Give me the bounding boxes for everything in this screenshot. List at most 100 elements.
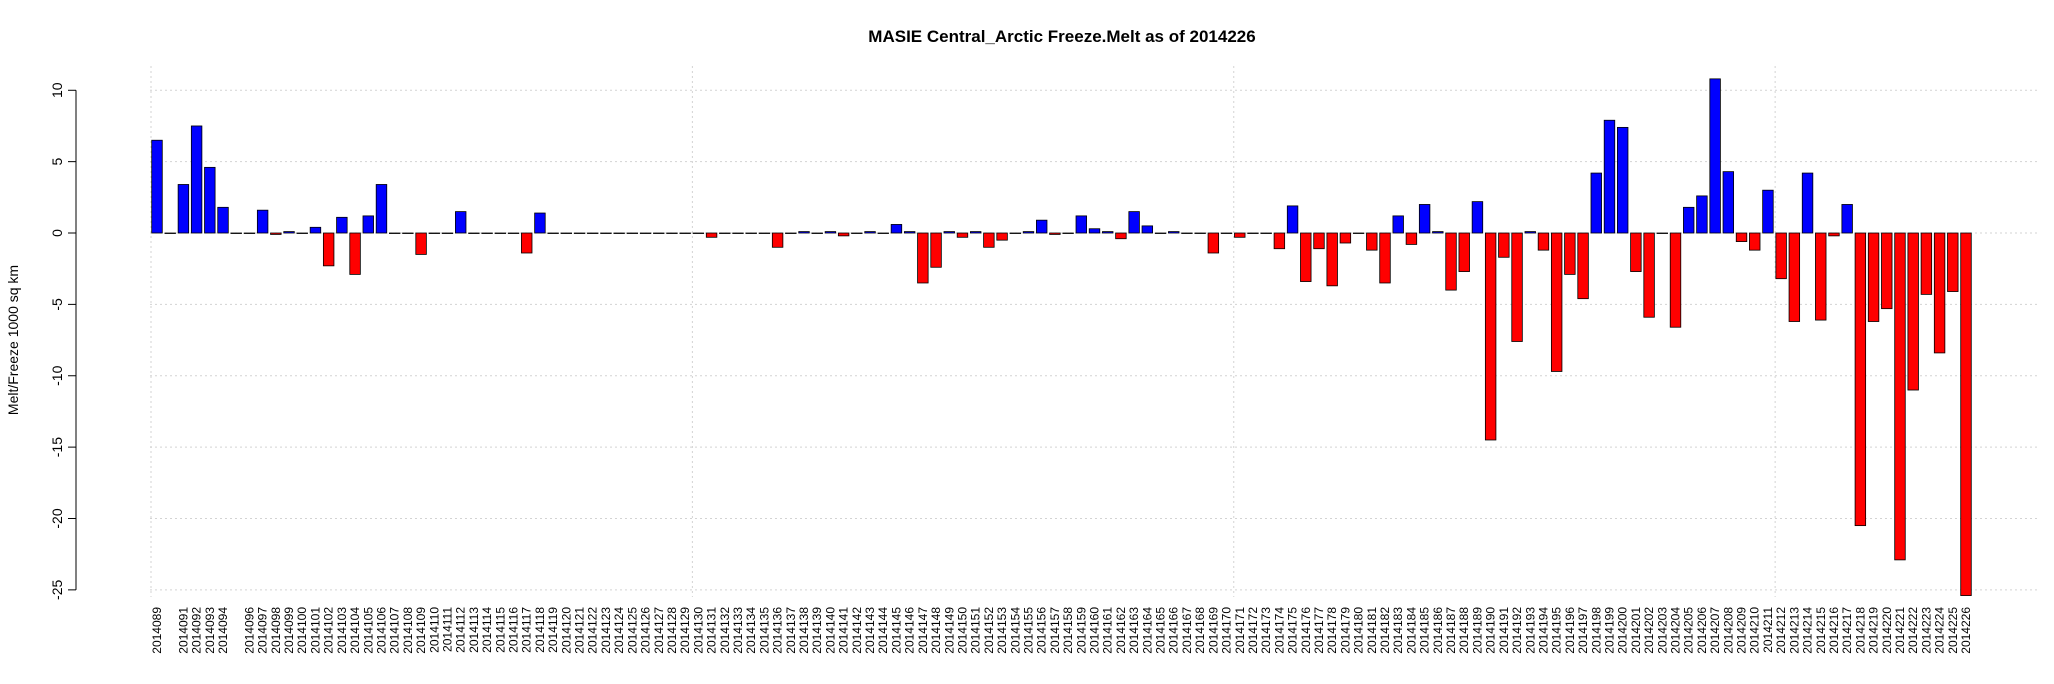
x-tick-label: 2014176	[1299, 607, 1313, 654]
x-tick-label: 2014103	[335, 607, 349, 654]
bar	[837, 232, 850, 237]
y-tick-label: 0	[49, 229, 65, 237]
x-tick-label: 2014148	[929, 607, 943, 654]
bar	[1735, 232, 1748, 242]
bar	[1471, 201, 1484, 234]
bar	[1603, 119, 1616, 234]
x-tick-label: 2014183	[1391, 607, 1405, 654]
bar	[1339, 232, 1352, 244]
bar	[1550, 232, 1563, 372]
x-tick-label: 2014197	[1576, 607, 1590, 654]
x-tick-label: 2014143	[863, 607, 877, 654]
y-tick-label: -5	[49, 298, 65, 311]
y-tick-label: -15	[49, 437, 65, 457]
bar	[1154, 232, 1167, 234]
x-tick-label: 2014104	[348, 607, 362, 654]
x-tick-label: 2014134	[744, 607, 758, 654]
bar	[1683, 206, 1695, 234]
x-tick-label: 2014181	[1365, 607, 1379, 654]
x-tick-label: 2014102	[322, 607, 336, 654]
x-tick-label: 2014099	[282, 607, 296, 654]
x-tick-label: 2014129	[678, 607, 692, 654]
bar	[1511, 232, 1523, 342]
bar	[1062, 232, 1074, 234]
x-tick-label: 2014122	[586, 607, 600, 654]
x-tick-label: 2014166	[1167, 607, 1181, 654]
x-tick-label: 2014124	[612, 607, 626, 654]
chart-title: MASIE Central_Arctic Freeze.Melt as of 2…	[868, 27, 1255, 46]
x-tick-label: 2014128	[665, 607, 679, 654]
bar	[1775, 232, 1787, 280]
x-tick-label: 2014192	[1510, 607, 1524, 654]
x-tick-label: 2014156	[1035, 607, 1049, 654]
y-tick-label: 5	[49, 158, 65, 166]
bar	[375, 184, 388, 234]
bar	[481, 232, 493, 234]
x-tick-label: 2014214	[1801, 607, 1815, 654]
bar	[362, 215, 374, 234]
bar	[494, 232, 506, 234]
bar	[1260, 232, 1272, 234]
x-tick-label: 2014188	[1457, 607, 1471, 654]
bar	[1102, 231, 1114, 234]
x-tick-label: 2014178	[1325, 607, 1339, 654]
bar	[1828, 232, 1840, 237]
x-tick-label: 2014164	[1140, 607, 1154, 654]
x-tick-label: 2014133	[731, 607, 745, 654]
bar	[1656, 232, 1668, 234]
bar	[1022, 231, 1035, 234]
bar	[639, 232, 652, 234]
x-tick-label: 2014107	[388, 607, 402, 654]
bar	[1590, 172, 1602, 234]
bar	[930, 232, 942, 268]
bar	[1405, 232, 1418, 245]
y-tick-label: -20	[49, 508, 65, 528]
bar	[1537, 232, 1550, 251]
bar	[336, 216, 348, 234]
bar	[1854, 232, 1867, 527]
x-tick-label: 2014173	[1259, 607, 1273, 654]
bar	[653, 232, 665, 234]
bar	[1247, 232, 1259, 234]
x-tick-label: 2014225	[1946, 607, 1960, 654]
bar	[1960, 232, 1972, 596]
x-tick-label: 2014151	[969, 607, 983, 654]
bar	[1630, 232, 1642, 272]
x-tick-label: 2014199	[1602, 607, 1616, 654]
bar	[1907, 232, 1919, 391]
x-tick-label: 2014092	[190, 607, 204, 654]
bar	[613, 232, 625, 234]
bar	[1709, 78, 1721, 234]
x-tick-label: 2014182	[1378, 607, 1392, 654]
x-tick-label: 2014142	[850, 607, 864, 654]
x-tick-label: 2014219	[1867, 607, 1881, 654]
bar	[322, 232, 335, 267]
x-tick-label: 2014204	[1669, 607, 1683, 654]
x-tick-label: 2014200	[1616, 607, 1630, 654]
x-tick-label: 2014185	[1418, 607, 1432, 654]
bar	[1088, 228, 1101, 234]
bar	[1128, 211, 1140, 234]
bar	[1234, 232, 1246, 238]
bar	[1352, 232, 1365, 234]
x-tick-label: 2014154	[1008, 607, 1022, 654]
x-tick-label: 2014120	[559, 607, 573, 654]
bar	[679, 232, 691, 234]
bar	[1894, 232, 1906, 561]
x-tick-label: 2014168	[1193, 607, 1207, 654]
x-tick-label: 2014115	[493, 607, 507, 653]
x-tick-label: 2014205	[1682, 607, 1696, 654]
x-tick-label: 2014189	[1470, 607, 1484, 654]
bar	[1418, 204, 1431, 234]
bar	[587, 232, 599, 234]
x-tick-label: 2014138	[797, 607, 811, 654]
x-tick-label: 2014165	[1154, 607, 1168, 654]
x-tick-label: 2014223	[1919, 607, 1933, 654]
x-tick-label: 2014158	[1061, 607, 1075, 654]
x-tick-label: 2014221	[1893, 607, 1907, 654]
bar	[521, 232, 533, 254]
x-tick-label: 2014157	[1048, 607, 1062, 654]
bar	[217, 206, 229, 234]
x-tick-label: 2014184	[1404, 607, 1418, 654]
